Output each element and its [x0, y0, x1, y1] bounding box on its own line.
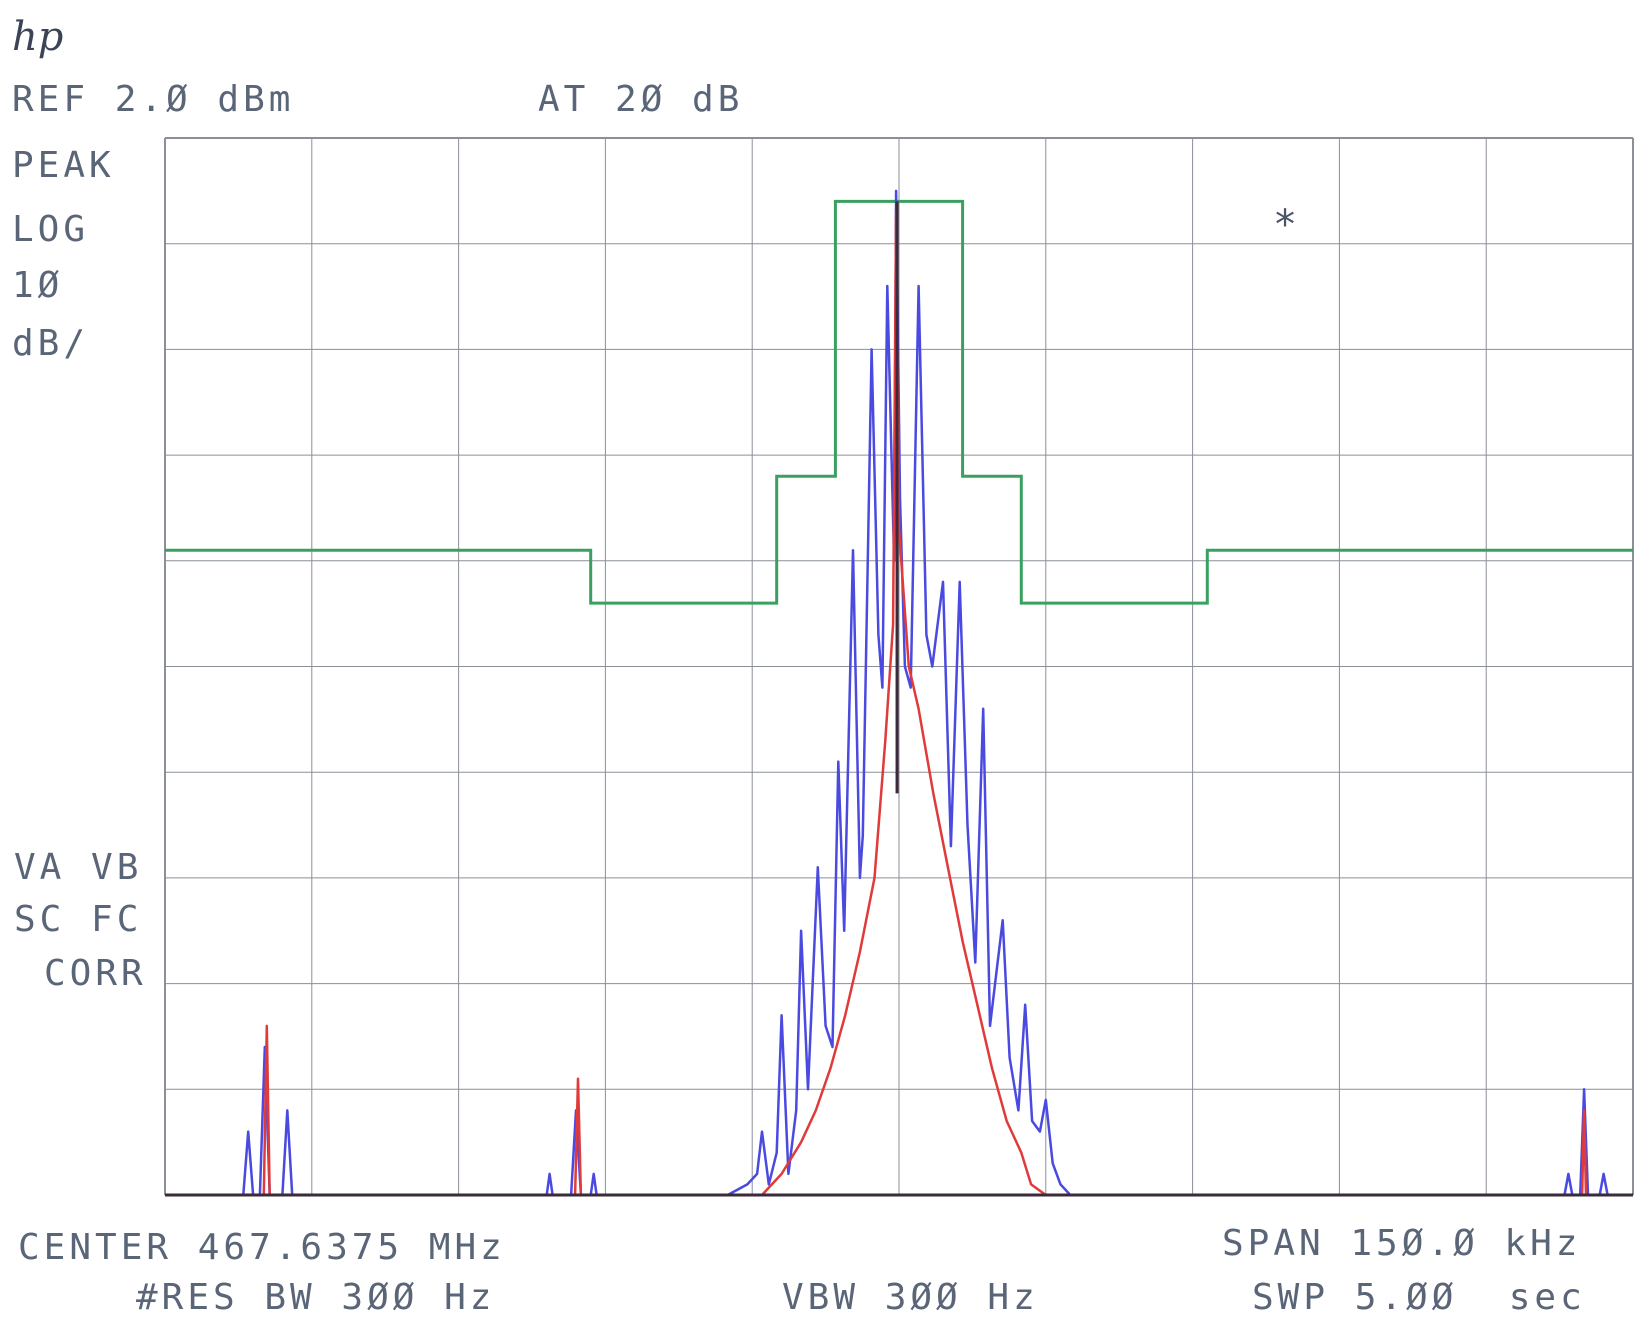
trace-status-label-2: SC FC — [14, 899, 143, 940]
scale-value-label: 1Ø — [12, 265, 64, 306]
vbw-label: VBW 3ØØ Hz — [782, 1277, 1039, 1318]
trace-b-line — [165, 210, 1633, 1197]
trace-status-label-1: VA VB — [14, 847, 143, 888]
limit-mask-line — [165, 199, 1633, 605]
center-frequency-label: CENTER 467.6375 MHz — [18, 1227, 506, 1268]
attenuation-label: AT 2Ø dB — [538, 79, 744, 120]
res-bw-label: #RES BW 3ØØ Hz — [136, 1277, 496, 1318]
span-label: SPAN 15Ø.Ø kHz — [1222, 1223, 1582, 1264]
scale-mode-label: LOG — [12, 209, 90, 250]
sweep-time-label: SWP 5.ØØ sec — [1252, 1277, 1586, 1318]
marker-asterisk: * — [1273, 202, 1297, 248]
detector-label: PEAK — [12, 145, 115, 186]
correction-label: CORR — [44, 953, 147, 994]
hp-logo: hp — [12, 14, 64, 60]
scale-unit-label: dB/ — [12, 323, 90, 364]
ref-level-label: REF 2.Ø dBm — [12, 79, 295, 120]
